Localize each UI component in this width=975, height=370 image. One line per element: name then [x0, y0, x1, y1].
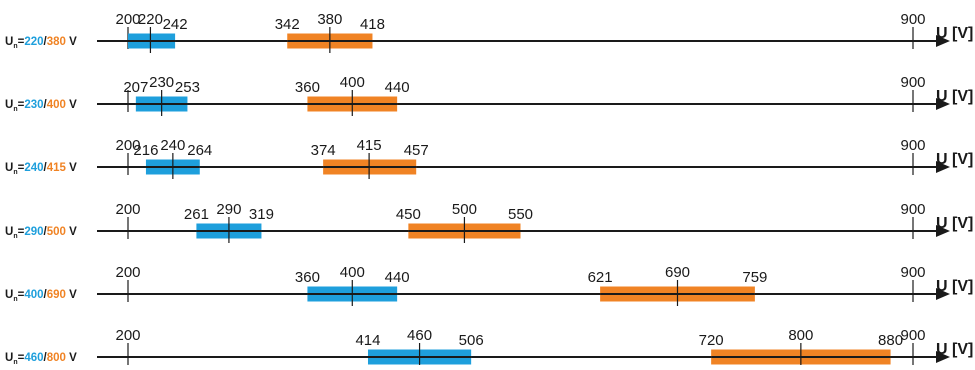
row-5-tick-label-200: 200	[115, 264, 140, 281]
row-5-axis-arrow	[936, 288, 950, 300]
row-6-phase-band-nominal-label: 460	[407, 327, 432, 344]
row-6-line-band-high-label: 880	[878, 332, 903, 349]
row-2-axis-label: U [V]	[936, 88, 973, 105]
row-1-voltage-label: Un=220/380 V	[5, 36, 77, 50]
row-3-line-band-low-label: 374	[311, 142, 336, 159]
row-6-phase-band-high-label: 506	[459, 332, 484, 349]
row-6-line-band-nominal-label: 800	[788, 327, 813, 344]
row-4-phase-band-nominal-label: 290	[216, 201, 241, 218]
row-3-voltage-label: Un=240/415 V	[5, 162, 77, 176]
row-2-line-band-low-label: 360	[295, 79, 320, 96]
row-4-axis-arrow	[936, 225, 950, 237]
row-2-voltage-label: Un=230/400 V	[5, 99, 77, 113]
row-2-phase-band-high-label: 253	[175, 79, 200, 96]
row-2-line-band-nominal-label: 400	[340, 74, 365, 91]
row-5-line-band-low-label: 621	[588, 269, 613, 286]
row-5-axis-label: U [V]	[936, 278, 973, 295]
row-6-axis-label: U [V]	[936, 341, 973, 358]
row-1-axis-arrow	[936, 35, 950, 47]
row-2-axis-arrow	[936, 98, 950, 110]
row-5-line-band-nominal-label: 690	[665, 264, 690, 281]
row-6-tick-label-900: 900	[900, 327, 925, 344]
row-1-line-band-low-label: 342	[275, 16, 300, 33]
row-3-line-band-high-label: 457	[404, 142, 429, 159]
row-3-phase-band-nominal-label: 240	[160, 137, 185, 154]
row-1-phase-band-nominal-label: 220	[138, 11, 163, 28]
row-2-phase-band-low-label: 207	[123, 79, 148, 96]
row-4-phase-band-high-label: 319	[249, 206, 274, 223]
row-6-voltage-label: Un=460/800 V	[5, 352, 77, 365]
row-2-phase-band-nominal-label: 230	[149, 74, 174, 91]
row-4-tick-label-200: 200	[115, 201, 140, 218]
row-3-phase-band-high-label: 264	[187, 142, 212, 159]
row-1-tick-label-200: 200	[115, 11, 140, 28]
row-6-axis-arrow	[936, 351, 950, 363]
row-5-phase-band-nominal-label: 400	[340, 264, 365, 281]
row-4-phase-band-low-label: 261	[184, 206, 209, 223]
row-1-tick-label-900: 900	[900, 11, 925, 28]
row-5-phase-band-high-label: 440	[385, 269, 410, 286]
row-3-phase-band-low-label: 216	[133, 142, 158, 159]
row-1-line-band-high-label: 418	[360, 16, 385, 33]
row-1-phase-band-high-label: 242	[163, 16, 188, 33]
row-6-line-band-low-label: 720	[699, 332, 724, 349]
row-1-line-band-nominal-label: 380	[317, 11, 342, 28]
row-1-axis-label: U [V]	[936, 25, 973, 42]
row-5-phase-band-low-label: 360	[295, 269, 320, 286]
row-6-phase-band-low-label: 414	[355, 332, 380, 349]
row-2-tick-label-900: 900	[900, 74, 925, 91]
row-6-tick-label-200: 200	[115, 327, 140, 344]
row-3-line-band-nominal-label: 415	[357, 137, 382, 154]
row-5-tick-label-900: 900	[900, 264, 925, 281]
row-4-tick-label-900: 900	[900, 201, 925, 218]
row-4-line-band-high-label: 550	[508, 206, 533, 223]
row-5-line-band-high-label: 759	[742, 269, 767, 286]
row-3-axis-label: U [V]	[936, 151, 973, 168]
row-4-line-band-nominal-label: 500	[452, 201, 477, 218]
row-4-line-band-low-label: 450	[396, 206, 421, 223]
row-2-line-band-high-label: 440	[385, 79, 410, 96]
row-3-tick-label-900: 900	[900, 137, 925, 154]
row-3-axis-arrow	[936, 161, 950, 173]
row-4-voltage-label: Un=290/500 V	[5, 226, 77, 240]
row-5-voltage-label: Un=400/690 V	[5, 289, 77, 303]
row-3-tick-label-200: 200	[115, 137, 140, 154]
row-4-axis-label: U [V]	[936, 215, 973, 232]
